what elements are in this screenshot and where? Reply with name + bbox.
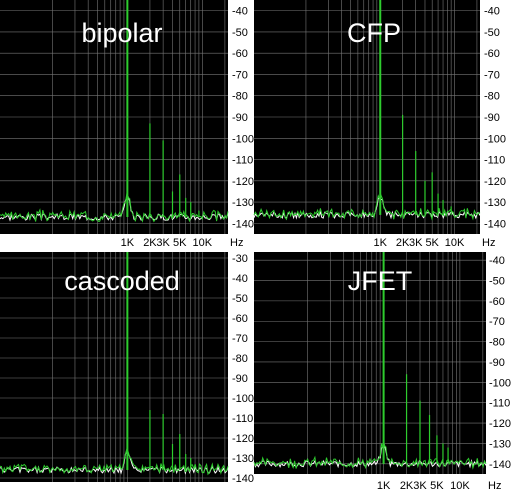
x-tick-label: 2K bbox=[143, 237, 157, 249]
grid-lines bbox=[0, 252, 228, 482]
y-tick-label: -80 bbox=[489, 337, 505, 349]
y-tick-label: -40 bbox=[232, 273, 248, 285]
y-tick-label: -50 bbox=[484, 27, 500, 39]
harmonic-lines bbox=[126, 0, 200, 217]
y-tick-label: -40 bbox=[484, 6, 500, 18]
y-tick-labels: -40 -50 -60 -70 -80 -90 -100 -110 -120 -130 -140 bbox=[484, 6, 506, 231]
x-tick-label: 1K bbox=[121, 237, 135, 249]
y-tick-label: -130 bbox=[484, 197, 506, 209]
y-tick-label: -130 bbox=[232, 197, 254, 209]
harmonic-lines bbox=[382, 252, 449, 464]
harmonic-lines bbox=[379, 0, 452, 215]
noise-floor bbox=[253, 443, 487, 470]
x-tick-label: 1K bbox=[374, 237, 388, 249]
y-tick-labels: -40 -50 -60 -70 -80 -90 -100 -110 -120 -130 -140 bbox=[232, 6, 254, 231]
x-tick-label: 2K bbox=[400, 480, 414, 491]
panel-title: bipolar bbox=[81, 18, 162, 48]
grid-lines bbox=[0, 0, 228, 234]
y-tick-label: -140 bbox=[232, 473, 254, 485]
y-tick-label: -80 bbox=[232, 91, 248, 103]
harmonic-lines bbox=[126, 252, 192, 470]
noise-trace-green bbox=[0, 192, 229, 223]
x-tick-labels: 1K 2K 3K 5K 10K bbox=[374, 237, 465, 249]
y-tick-label: -70 bbox=[489, 316, 505, 328]
grid-lines bbox=[254, 252, 486, 474]
panel-title: CFP bbox=[347, 18, 401, 48]
grid-lines bbox=[254, 0, 480, 234]
noise-trace-green bbox=[253, 443, 487, 470]
y-tick-label: -30 bbox=[232, 253, 248, 265]
noise-trace-green bbox=[253, 194, 481, 221]
y-tick-label: -80 bbox=[232, 353, 248, 365]
x-tick-label: 3K bbox=[409, 237, 423, 249]
y-tick-label: -100 bbox=[484, 133, 506, 145]
x-unit-label: Hz bbox=[230, 237, 243, 249]
plot-area bbox=[254, 252, 486, 474]
y-tick-label: -120 bbox=[489, 418, 511, 430]
panel-bipolar: bipolar -40 -50 -60 -70 -80 -90 -100 -110 -120 -1… bbox=[0, 0, 254, 249]
y-tick-label: -50 bbox=[232, 27, 248, 39]
y-tick-label: -110 bbox=[232, 413, 253, 425]
y-tick-label: -80 bbox=[484, 91, 500, 103]
panel-cfp: CFP -40 -50 -60 -70 -80 -90 -100 -110 -120 -130 -1… bbox=[253, 0, 506, 249]
y-tick-label: -90 bbox=[489, 357, 505, 369]
y-tick-label: -140 bbox=[484, 218, 506, 230]
panel-cascoded: cascoded -30 -40 -50 -60 -70 -80 -90 -100 -110 -1… bbox=[0, 252, 254, 485]
y-tick-labels: -40 -50 -60 -70 -80 -90 -100 -110 -120 -130 -140 bbox=[489, 255, 511, 471]
x-tick-label: 10K bbox=[445, 237, 465, 249]
y-tick-label: -130 bbox=[232, 453, 254, 465]
x-tick-label: 3K bbox=[413, 480, 427, 491]
y-tick-label: -120 bbox=[232, 433, 254, 445]
y-tick-label: -110 bbox=[484, 155, 505, 167]
y-tick-label: -70 bbox=[484, 69, 500, 81]
y-tick-label: -100 bbox=[489, 377, 511, 389]
y-tick-label: -40 bbox=[489, 255, 505, 267]
y-tick-label: -110 bbox=[232, 155, 253, 167]
x-tick-label: 2K bbox=[396, 237, 410, 249]
y-tick-label: -110 bbox=[489, 398, 510, 410]
y-tick-label: -90 bbox=[232, 112, 248, 124]
x-unit-label: Hz bbox=[482, 237, 495, 249]
y-tick-label: -70 bbox=[232, 69, 248, 81]
y-tick-label: -60 bbox=[489, 296, 505, 308]
y-tick-label: -60 bbox=[484, 48, 500, 60]
y-tick-label: -70 bbox=[232, 333, 248, 345]
x-tick-label: 5K bbox=[173, 237, 187, 249]
noise-floor bbox=[0, 192, 229, 223]
y-tick-label: -40 bbox=[232, 6, 248, 18]
panel-title: cascoded bbox=[64, 266, 180, 296]
noise-trace-green bbox=[0, 447, 229, 476]
y-tick-label: -50 bbox=[232, 293, 248, 305]
panel-title: JFET bbox=[348, 266, 413, 296]
panel-jfet: JFET -40-50-60-70-80-90-100-110-120-130-… bbox=[253, 252, 511, 491]
x-tick-label: 10K bbox=[450, 480, 470, 491]
y-tick-label: -140 bbox=[489, 459, 511, 471]
plot-area bbox=[0, 252, 228, 482]
x-tick-label: 5K bbox=[430, 480, 444, 491]
x-tick-label: 1K bbox=[377, 480, 391, 491]
y-tick-label: -130 bbox=[489, 438, 511, 450]
noise-floor bbox=[253, 194, 481, 221]
y-tick-label: -120 bbox=[484, 176, 506, 188]
y-tick-label: -60 bbox=[232, 48, 248, 60]
x-tick-label: 3K bbox=[156, 237, 170, 249]
y-tick-label: -100 bbox=[232, 393, 254, 405]
y-tick-labels: -30 -40 -50 -60 -70 -80 -90 -100 -110 -120 -130 -14… bbox=[232, 253, 254, 485]
y-tick-label: -60 bbox=[232, 313, 248, 325]
y-tick-label: -90 bbox=[232, 373, 248, 385]
x-tick-labels: 1K 2K 3K 5K 10K bbox=[377, 480, 470, 491]
noise-floor bbox=[0, 447, 229, 476]
y-tick-label: -100 bbox=[232, 133, 254, 145]
y-tick-label: -140 bbox=[232, 218, 254, 230]
x-tick-labels: 1K 2K 3K 5K 10K bbox=[121, 237, 213, 249]
y-tick-label: -90 bbox=[484, 112, 500, 124]
y-tick-label: -50 bbox=[489, 276, 505, 288]
x-tick-label: 5K bbox=[425, 237, 439, 249]
y-tick-label: -120 bbox=[232, 176, 254, 188]
x-unit-label: Hz bbox=[488, 480, 501, 491]
x-tick-label: 10K bbox=[193, 237, 213, 249]
